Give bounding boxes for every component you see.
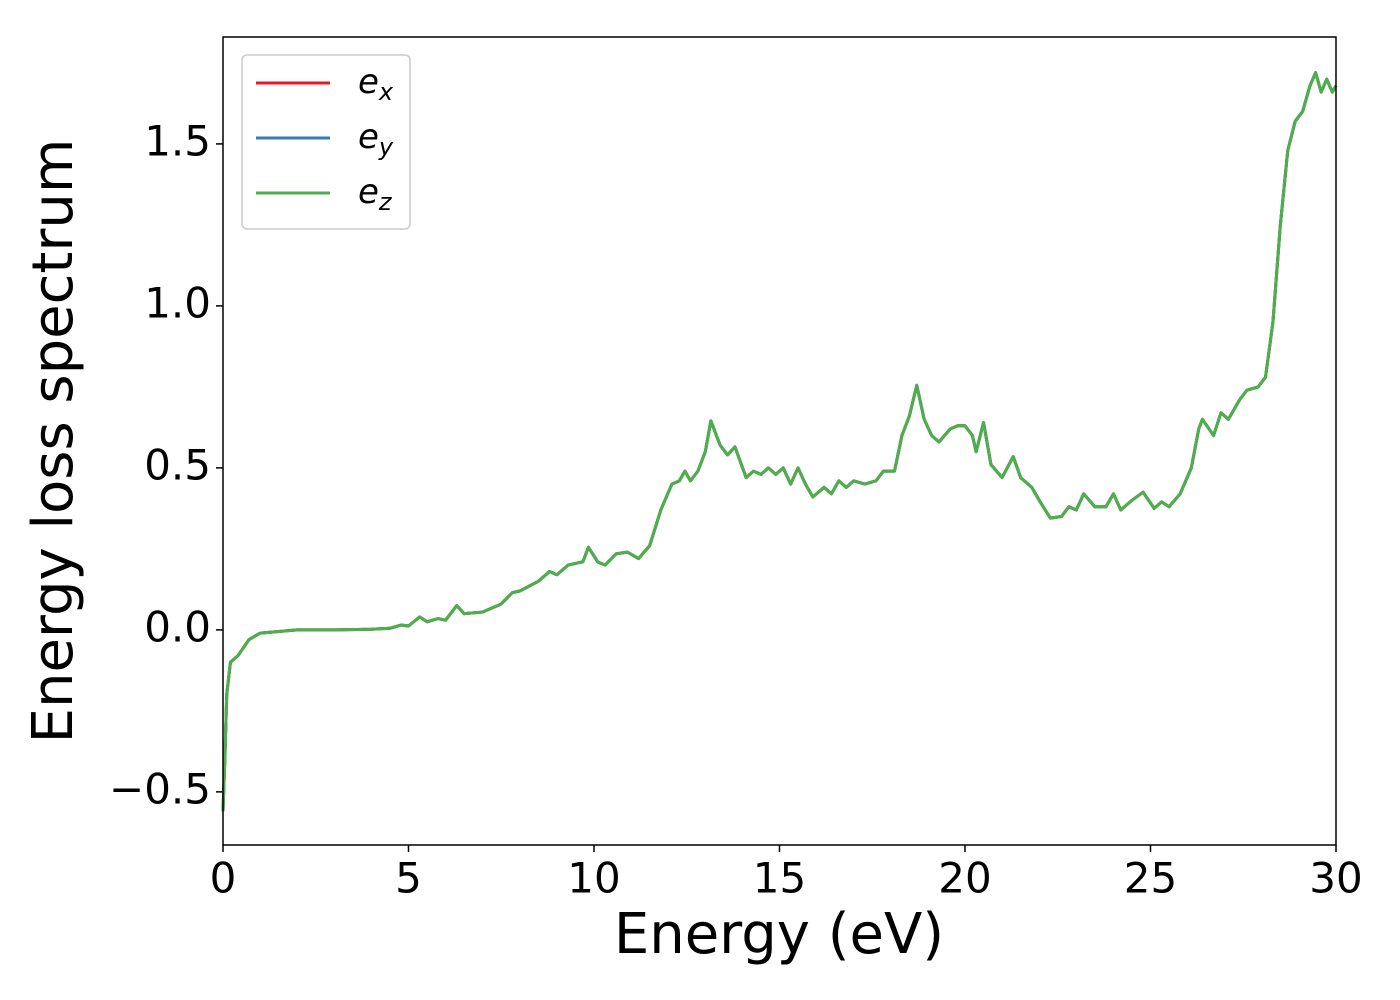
- x-tick-label: 15: [753, 854, 806, 903]
- legend-label: ex: [358, 62, 394, 107]
- legend-box: [241, 54, 411, 230]
- data-line: [221, 71, 1338, 812]
- x-tick-label: 25: [1124, 854, 1177, 903]
- legend-label: ez: [358, 172, 393, 217]
- x-tick-label: 5: [395, 854, 422, 903]
- x-tick-label: 30: [1309, 854, 1362, 903]
- x-tick-label: 20: [938, 854, 991, 903]
- y-tick-label: −0.5: [109, 764, 211, 813]
- legend-label: ey: [358, 117, 394, 162]
- y-axis-label: Energy loss spectrum: [21, 139, 86, 744]
- y-tick-label: 0.0: [144, 602, 211, 651]
- plot-frame: [222, 36, 1337, 846]
- y-tick-label: 1.5: [144, 116, 211, 165]
- y-tick-label: 0.5: [144, 440, 211, 489]
- y-tick-label: 1.0: [144, 278, 211, 327]
- x-tick-label: 0: [210, 854, 237, 903]
- x-tick-label: 10: [567, 854, 620, 903]
- x-axis-label: Energy (eV): [614, 902, 944, 967]
